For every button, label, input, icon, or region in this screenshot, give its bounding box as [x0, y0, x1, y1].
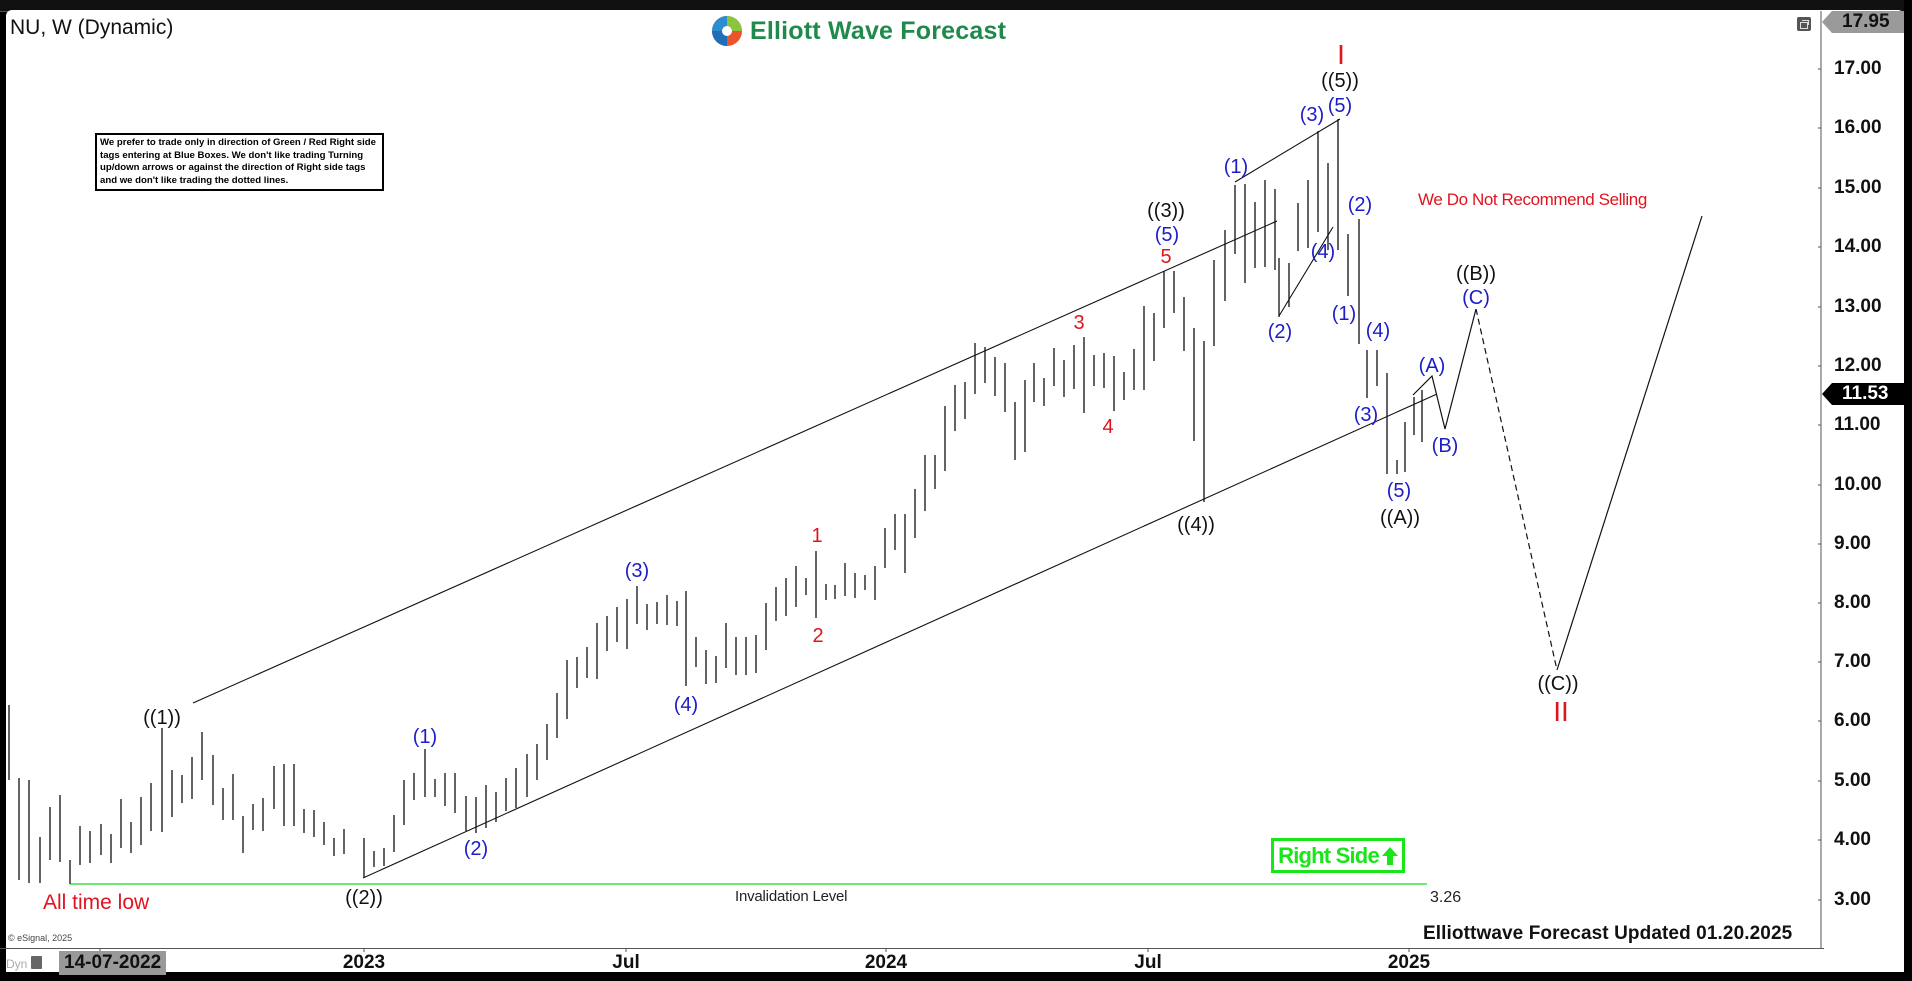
wave-label: (5) [1154, 224, 1180, 246]
recommendation-note: We Do Not Recommend Selling [1418, 190, 1647, 209]
x-tick-label: 2024 [864, 952, 908, 973]
y-tick-label: 12.00 [1834, 355, 1882, 376]
wave-label: 3 [1073, 312, 1085, 334]
up-arrow-icon [1381, 846, 1398, 865]
x-tick-label: 2025 [1387, 952, 1431, 973]
y-axis-ticks [1818, 68, 1821, 901]
updated-stamp: Elliottwave Forecast Updated 01.20.2025 [1423, 923, 1793, 944]
channel-lines [192, 118, 1438, 879]
price-bars [8, 119, 1423, 884]
y-tick-label: 10.00 [1834, 474, 1882, 495]
wave-label: I [1337, 39, 1345, 70]
wave-label: (4) [1310, 241, 1336, 263]
x-tick-label: Jul [1134, 952, 1162, 973]
wave-label: ((C)) [1537, 673, 1579, 695]
wave-label: (4) [1365, 320, 1391, 342]
y-tick-label: 3.00 [1834, 889, 1871, 910]
y-tick-label: 14.00 [1834, 236, 1882, 257]
wave-label: (B) [1431, 435, 1459, 457]
wave-label: (3) [1353, 404, 1379, 426]
y-tick-label: 5.00 [1834, 770, 1871, 791]
wave-label: (3) [1299, 104, 1325, 126]
wave-label: ((1)) [143, 707, 181, 729]
wave-label: 2 [812, 625, 824, 647]
projection-path [1412, 215, 1703, 671]
right-side-label: Right Side [1278, 842, 1380, 868]
y-tick-label: 7.00 [1834, 651, 1871, 672]
y-tick-label: 17.00 [1834, 58, 1882, 79]
y-tick-label: 4.00 [1834, 829, 1871, 850]
wave-label: (1) [1223, 156, 1249, 178]
wave-label: (2) [1347, 194, 1373, 216]
invalidation-level-label: Invalidation Level [735, 888, 848, 905]
wave-label: (2) [463, 838, 489, 860]
window-right-edge [1904, 0, 1912, 981]
chart-title: NU, W (Dynamic) [10, 16, 174, 39]
wave-label: ((3)) [1147, 200, 1185, 222]
wave-label: (5) [1386, 480, 1412, 502]
right-side-tag: Right Side [1271, 838, 1405, 873]
dyn-label: Dyn [6, 957, 28, 971]
brand-name: Elliott Wave Forecast [750, 16, 1007, 45]
y-tick-label: 11.00 [1834, 414, 1881, 435]
wave-label: (1) [1331, 303, 1357, 325]
lock-icon[interactable] [31, 956, 42, 969]
wave-label: 1 [811, 525, 823, 547]
wave-label: (A) [1418, 355, 1446, 377]
wave-label: ((B)) [1456, 263, 1496, 285]
wave-label: ((2)) [345, 887, 383, 909]
wave-label: 5 [1160, 246, 1172, 268]
wave-label: II [1553, 696, 1569, 727]
y-tick-label: 16.00 [1834, 117, 1882, 138]
wave-label: ((4)) [1177, 514, 1215, 536]
wave-label: ((5)) [1321, 70, 1359, 92]
cursor-date-label: 14-07-2022 [59, 951, 167, 975]
wave-label: ((A)) [1380, 507, 1420, 529]
wave-label: 4 [1102, 416, 1114, 438]
wave-label: (1) [412, 726, 438, 748]
x-axis-line [0, 948, 1824, 949]
trading-disclaimer: We prefer to trade only in direction of … [95, 133, 384, 191]
x-tick-label: Jul [612, 952, 640, 973]
y-tick-label: 6.00 [1834, 710, 1871, 731]
wave-label: (C) [1462, 287, 1490, 309]
y-tick-label: 9.00 [1834, 533, 1871, 554]
high-price-tag: 17.95 [1822, 11, 1912, 33]
wave-label: (4) [673, 694, 699, 716]
last-price-tag: 11.53 [1822, 383, 1912, 405]
y-tick-label: 13.00 [1834, 296, 1882, 317]
wave-label: (2) [1267, 321, 1293, 343]
brand-logo: Elliott Wave Forecast [710, 14, 1006, 48]
restore-window-icon[interactable] [1797, 17, 1811, 31]
wave-label: (3) [624, 560, 650, 582]
wave-label: (5) [1327, 95, 1353, 117]
invalidation-level-value: 3.26 [1430, 889, 1462, 906]
y-tick-label: 15.00 [1834, 177, 1882, 198]
y-tick-label: 8.00 [1834, 592, 1871, 613]
all-time-low-label: All time low [43, 891, 150, 914]
x-tick-label: 2023 [342, 952, 386, 973]
elliott-wave-logo-icon [712, 16, 742, 46]
copyright-notice: © eSignal, 2025 [8, 933, 73, 943]
